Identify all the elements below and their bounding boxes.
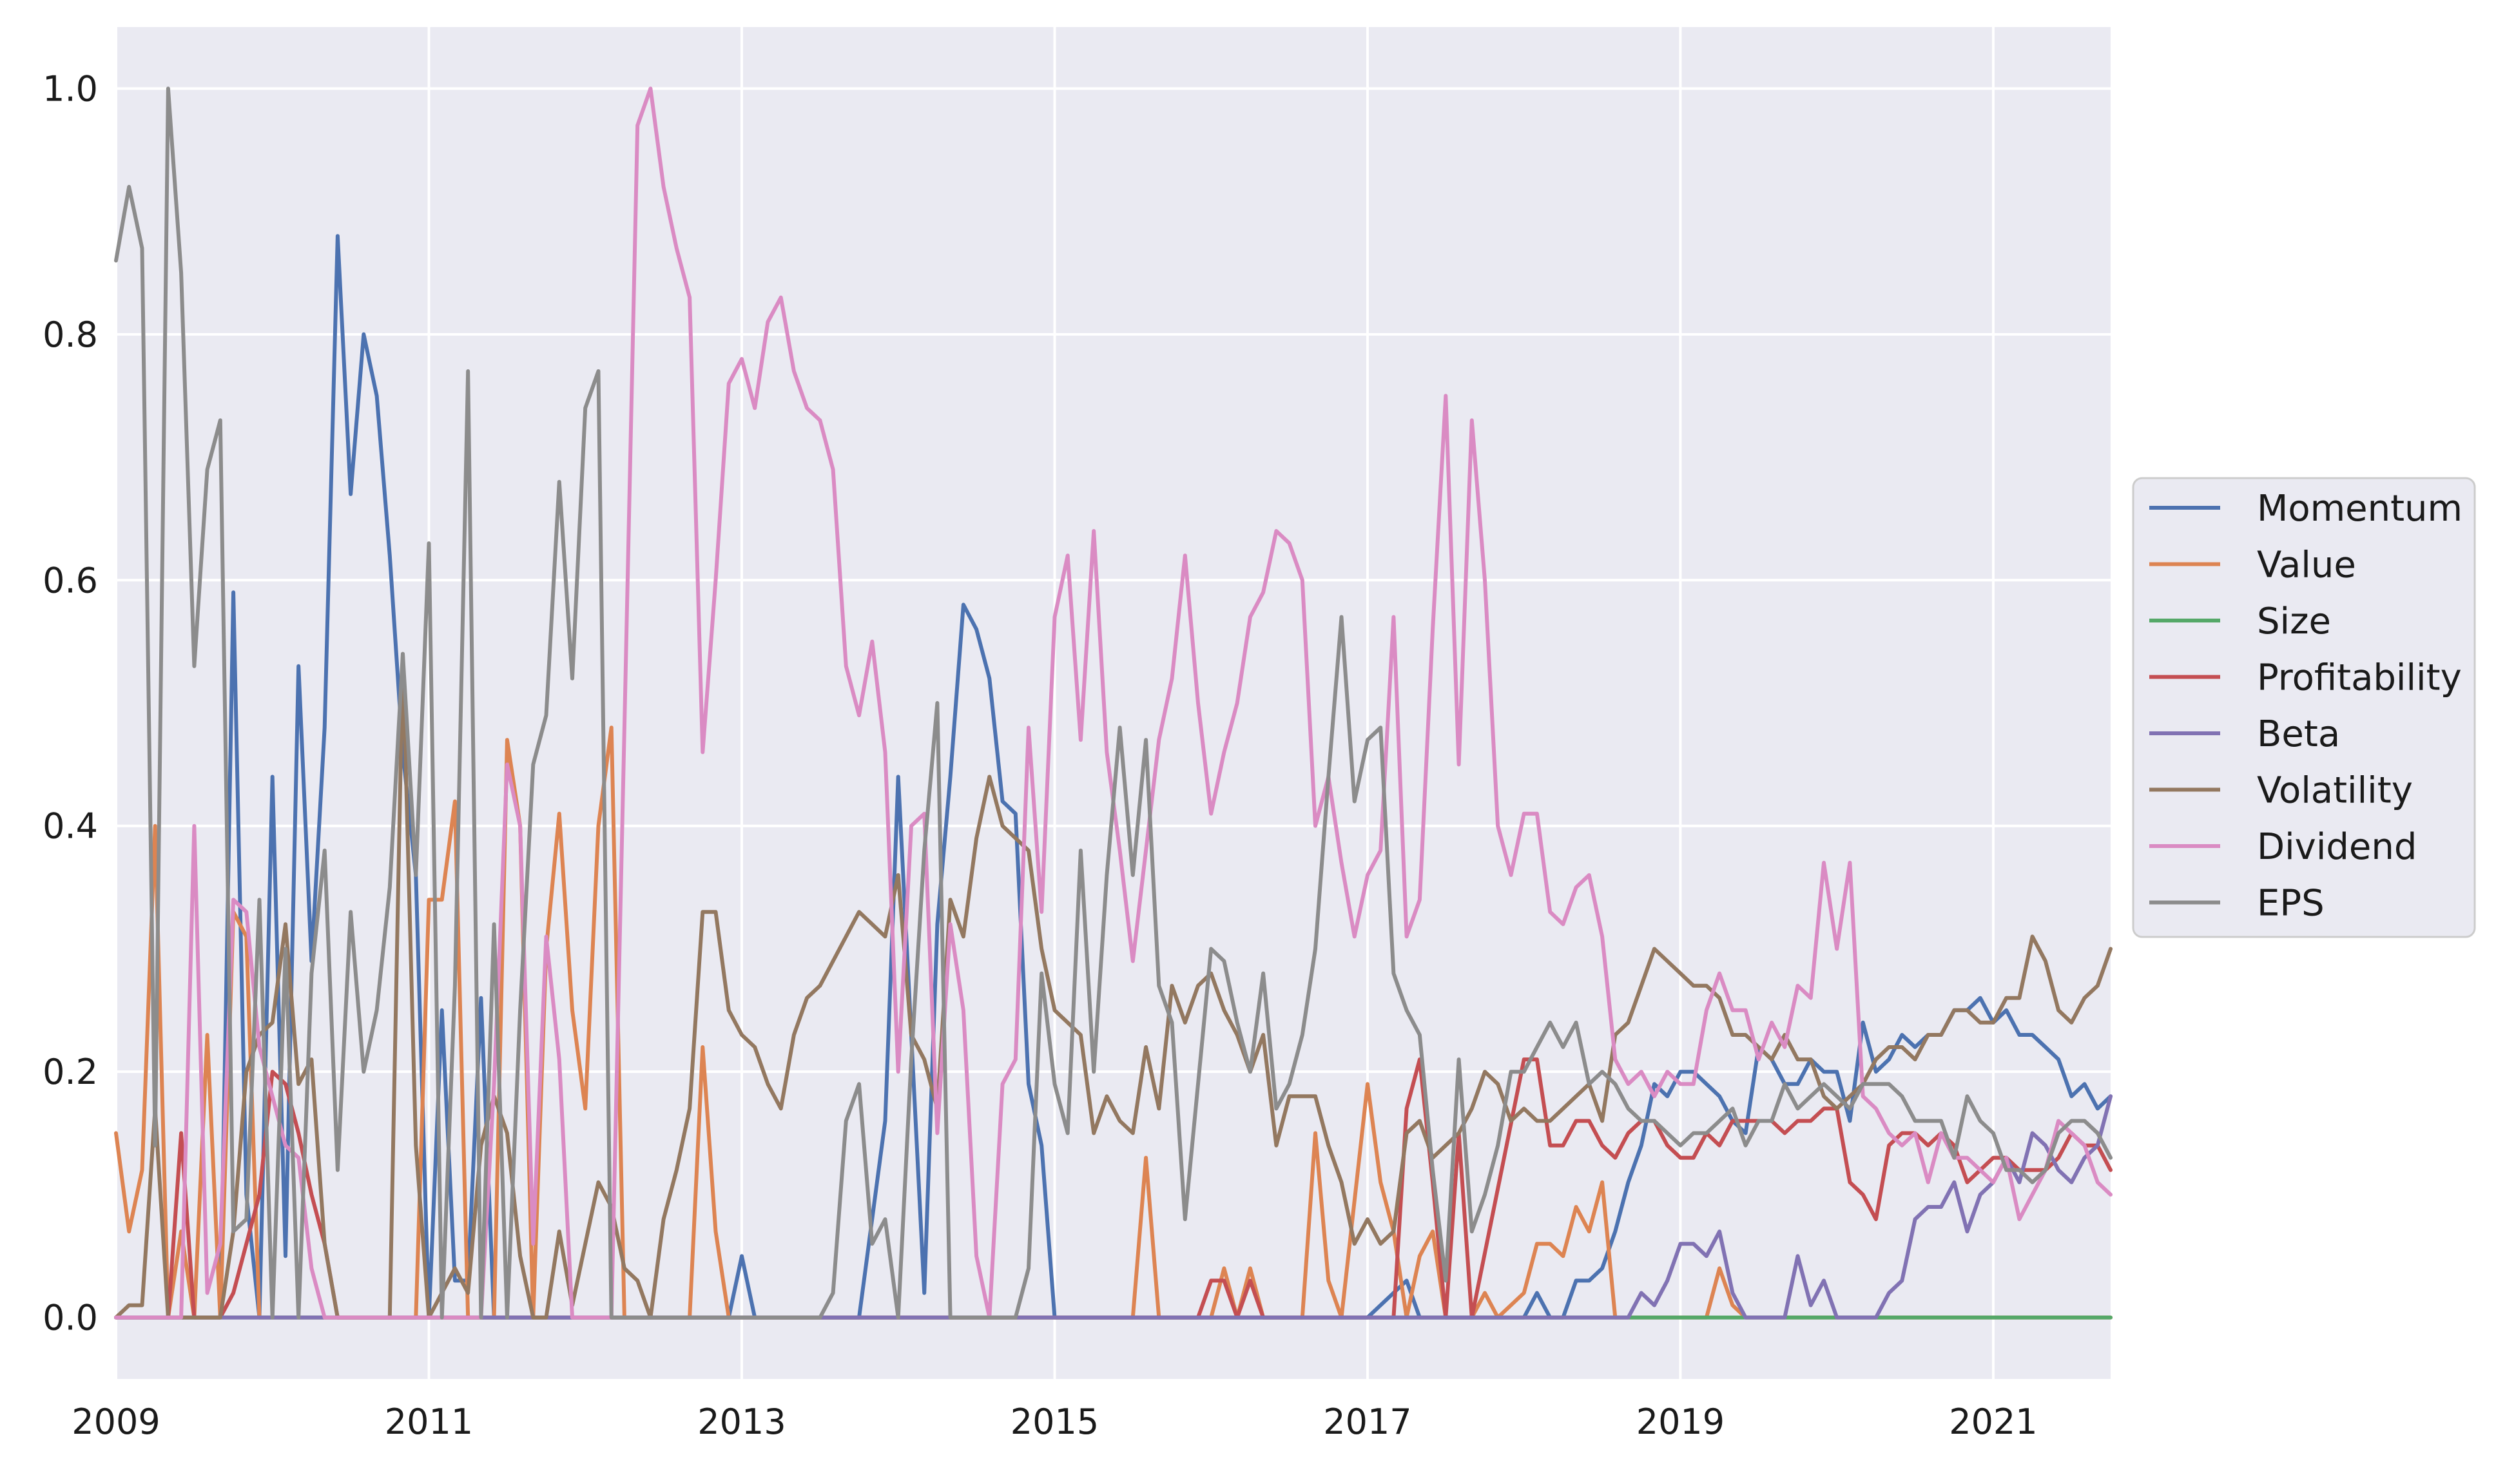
- x-tick-label: 2017: [1323, 1402, 1411, 1442]
- x-tick-label: 2011: [385, 1402, 473, 1442]
- legend-label-size: Size: [2257, 601, 2331, 642]
- legend-label-beta: Beta: [2257, 713, 2340, 755]
- legend-label-volatility: Volatility: [2257, 770, 2413, 812]
- y-tick-label: 0.4: [43, 806, 98, 847]
- legend-label-dividend: Dividend: [2257, 826, 2417, 868]
- y-tick-label: 0.8: [43, 314, 98, 355]
- y-tick-label: 0.2: [43, 1052, 98, 1092]
- series-line-beta: [114, 1094, 2113, 1320]
- y-tick-label: 0.6: [43, 560, 98, 601]
- x-tick-label: 2019: [1636, 1402, 1725, 1442]
- series-line-dividend: [114, 86, 2113, 1320]
- x-tick-label: 2009: [72, 1402, 160, 1442]
- legend-label-momentum: Momentum: [2257, 488, 2462, 530]
- y-tick-label: 0.0: [43, 1298, 98, 1338]
- grid: [115, 27, 2111, 1379]
- legend: Momentum Value Size Profitability Beta Volati…: [2132, 477, 2476, 938]
- series-line-volatility: [114, 651, 2113, 1320]
- legend-label-eps: EPS: [2257, 883, 2325, 925]
- x-tick-label: 2015: [1011, 1402, 1099, 1442]
- series-line-eps: [114, 86, 2113, 1320]
- x-tick-label: 2021: [1949, 1402, 2037, 1442]
- plot-area: [116, 27, 2111, 1379]
- y-tick-label: 1.0: [43, 68, 98, 109]
- legend-label-value: Value: [2257, 544, 2356, 586]
- axis-ticks: 0.0 0.2 0.4 0.6 0.8 1.0 2009 2011 2013 2015 2017 20…: [43, 68, 2038, 1442]
- series-lines: [114, 86, 2113, 1320]
- legend-label-profitability: Profitability: [2257, 657, 2462, 699]
- x-tick-label: 2013: [697, 1402, 786, 1442]
- legend-box: [2132, 477, 2476, 938]
